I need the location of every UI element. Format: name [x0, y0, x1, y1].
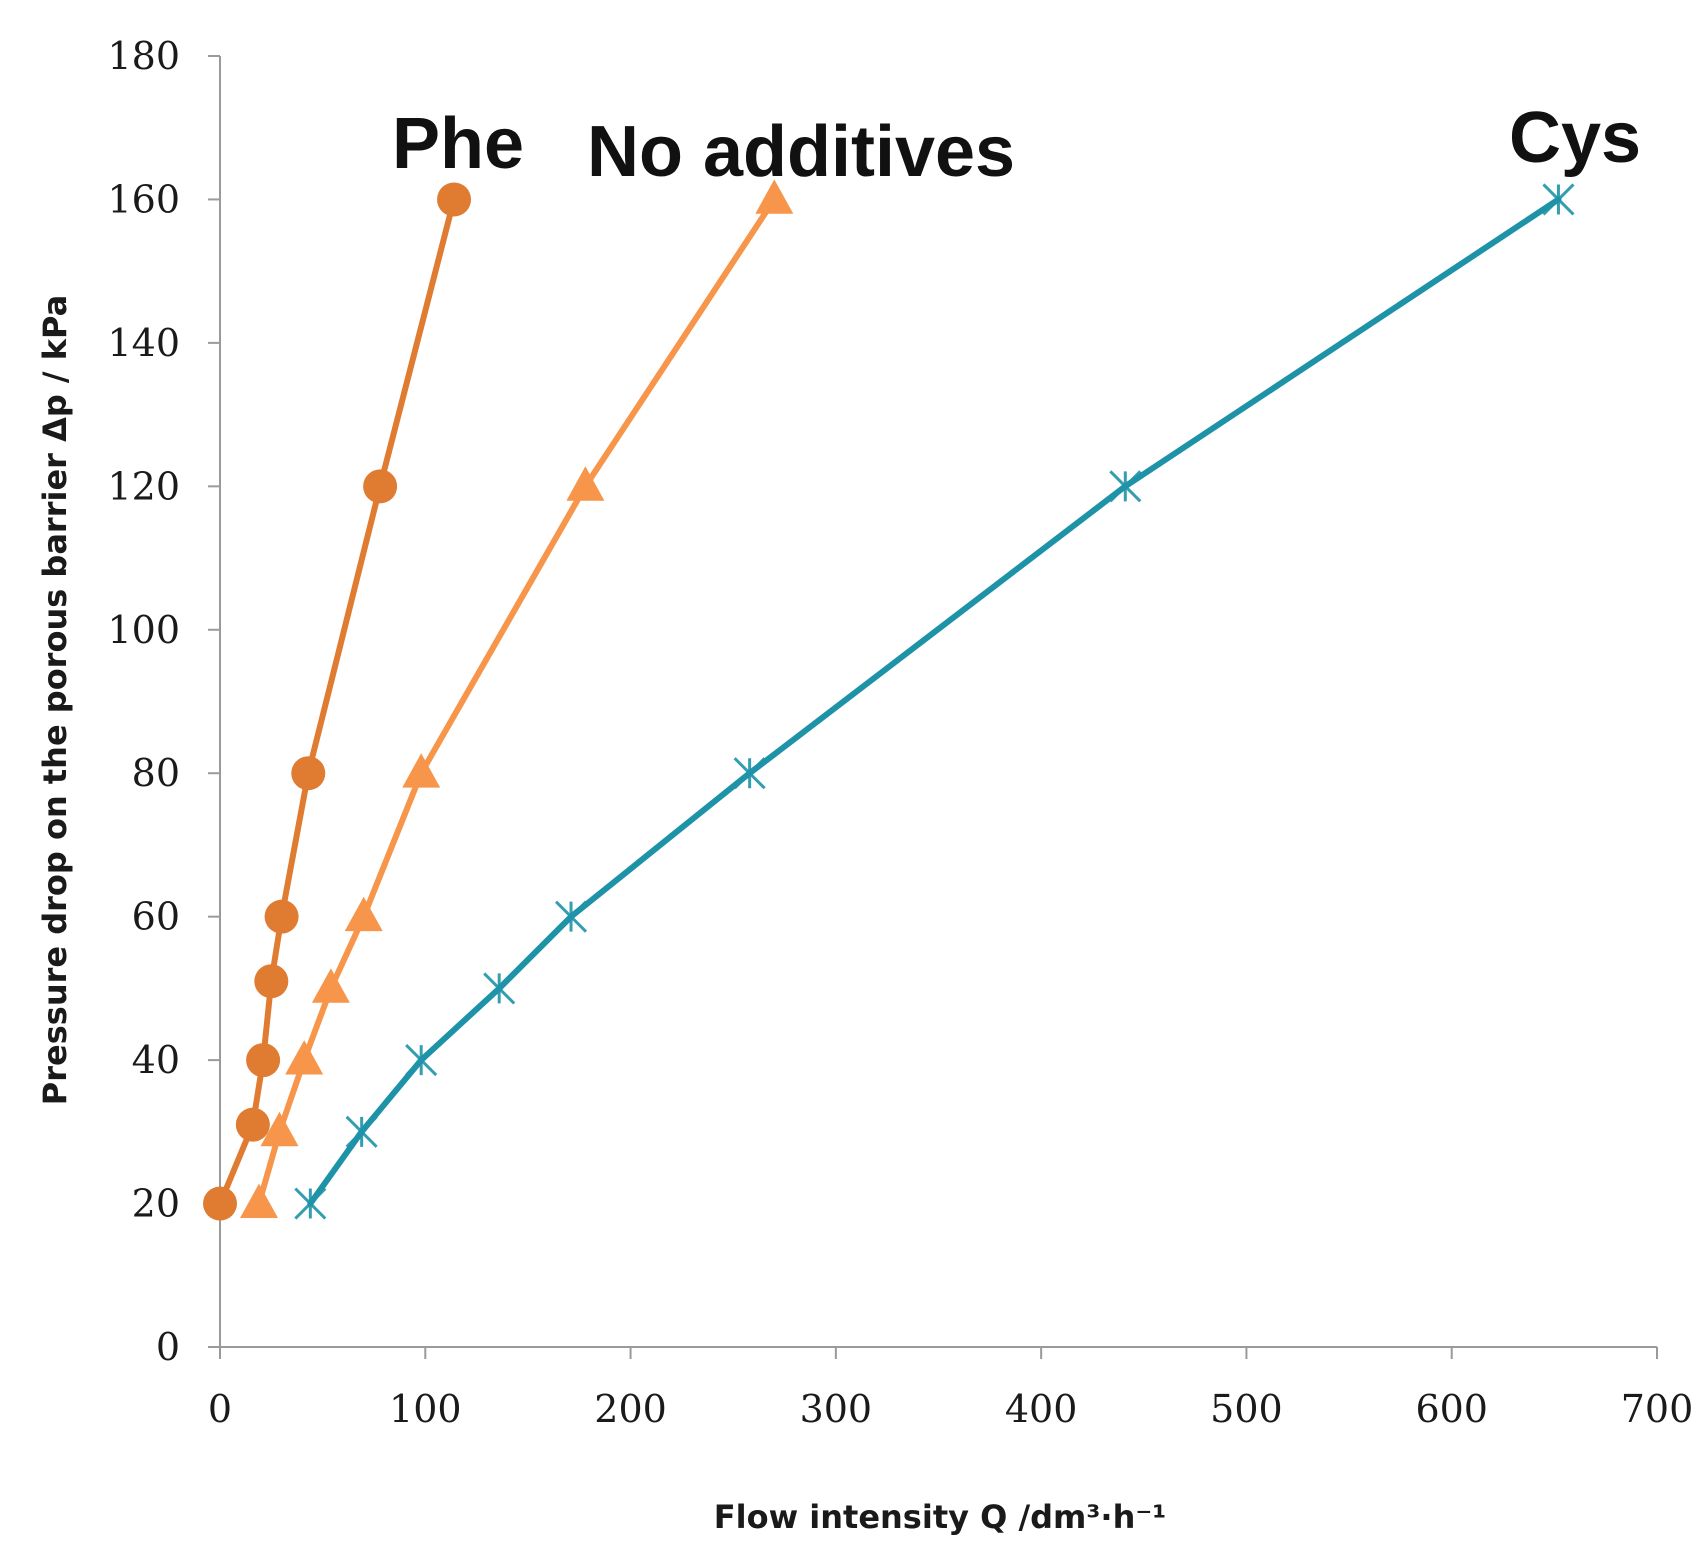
x-tick-label: 300 [800, 1387, 873, 1431]
data-point-phe [203, 1186, 237, 1221]
data-point-no-additives [344, 896, 383, 932]
data-point-cys [1542, 183, 1575, 216]
series-label-phe: Phe [392, 104, 524, 184]
data-point-cys [733, 757, 766, 790]
y-tick-label: 80 [132, 751, 180, 795]
y-tick-label: 180 [107, 34, 180, 78]
data-point-phe [235, 1107, 270, 1142]
series-layer [203, 179, 1575, 1221]
x-tick-label: 200 [594, 1387, 667, 1431]
x-tick-label: 700 [1621, 1387, 1694, 1431]
series-phe [203, 182, 472, 1221]
y-tick-label: 100 [107, 608, 180, 652]
y-tick-label: 20 [132, 1182, 180, 1226]
data-point-no-additives [240, 1183, 278, 1218]
data-point-phe [363, 469, 398, 504]
data-point-no-additives [311, 968, 350, 1003]
x-tick-label: 0 [208, 1387, 232, 1431]
x-tick-label: 100 [389, 1387, 462, 1431]
axes: 0 100 200 300 400 500 600 700 0 20 40 60 80 100 120 140… [107, 34, 1693, 1431]
series-label-no-additives: No additives [587, 112, 1015, 192]
x-tick-label: 500 [1210, 1387, 1283, 1431]
x-tick-label: 600 [1415, 1387, 1488, 1431]
data-point-cys [294, 1187, 327, 1220]
y-axis-title: Pressure drop on the porous barrier Δp /… [36, 295, 74, 1105]
data-point-cys [345, 1115, 378, 1148]
labels-layer: Flow intensity Q /dm³·h⁻¹ Pressure drop … [36, 98, 1641, 1536]
data-point-no-additives [566, 466, 605, 501]
data-point-phe [254, 964, 289, 999]
series-line-cys [307, 196, 1562, 1207]
data-point-no-additives [402, 753, 441, 788]
y-tick-label: 0 [156, 1325, 180, 1369]
data-point-cys [483, 972, 516, 1005]
series-cys [294, 183, 1575, 1220]
series-no-additives [240, 179, 794, 1218]
y-tick-label: 160 [107, 177, 180, 221]
data-point-phe [437, 182, 472, 217]
y-tick-label: 140 [107, 321, 180, 365]
data-point-cys [1109, 470, 1142, 503]
series-label-cys: Cys [1509, 98, 1641, 178]
x-tick-label: 400 [1005, 1387, 1078, 1431]
y-tick-label: 40 [132, 1038, 180, 1082]
y-tick-label: 60 [132, 895, 180, 939]
data-point-no-additives [755, 179, 794, 214]
data-point-no-additives [260, 1111, 299, 1147]
data-point-phe [264, 899, 299, 934]
series-line-no-additives [256, 196, 778, 1207]
y-tick-label: 120 [107, 464, 180, 508]
data-point-cys [554, 900, 588, 933]
data-point-no-additives [285, 1040, 324, 1075]
data-point-cys [405, 1044, 438, 1077]
data-point-phe [246, 1043, 281, 1078]
data-point-phe [291, 756, 326, 791]
x-axis-title: Flow intensity Q /dm³·h⁻¹ [714, 1498, 1167, 1536]
